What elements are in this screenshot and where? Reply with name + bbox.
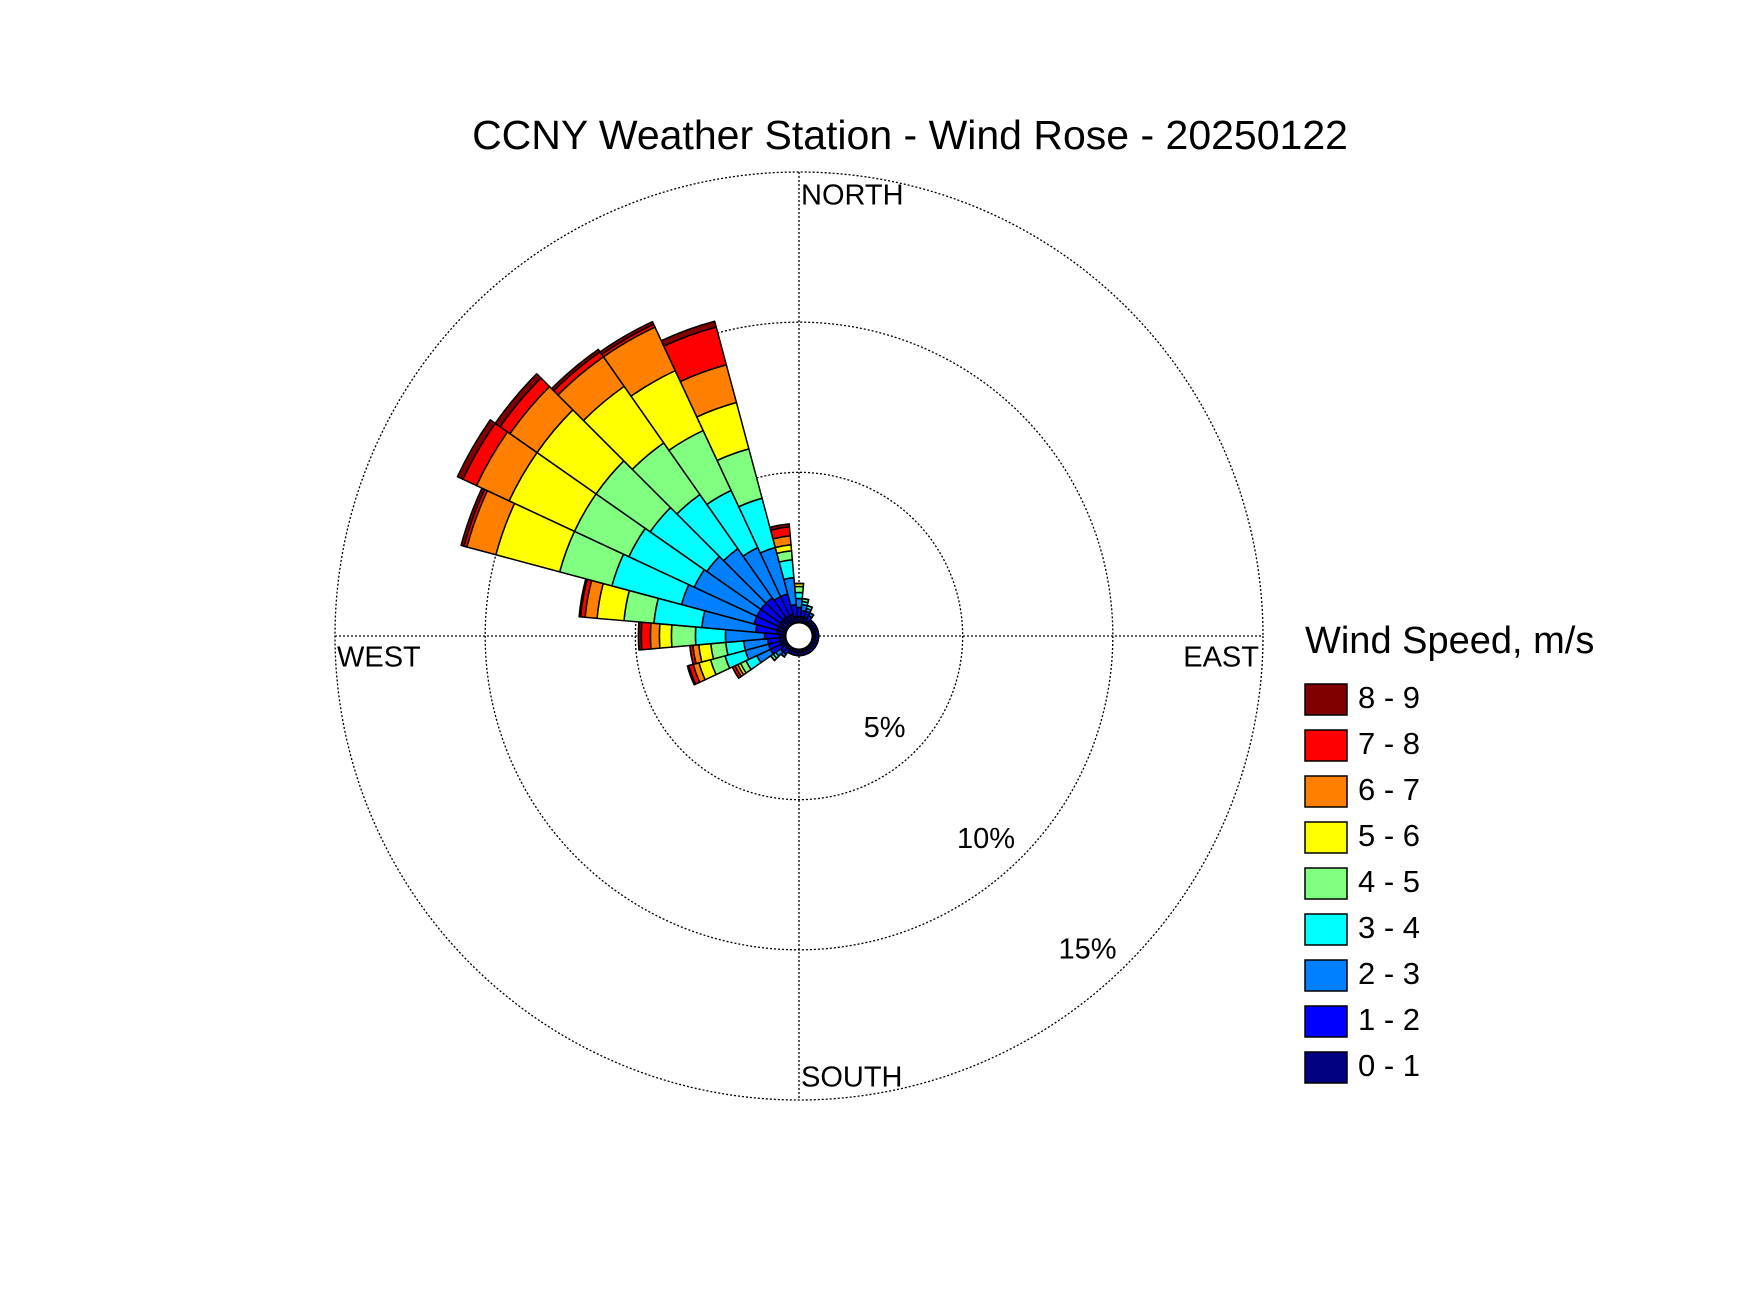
wedge-segment	[649, 622, 661, 650]
legend-swatch	[1304, 821, 1348, 854]
legend-label: 8 - 9	[1358, 680, 1420, 715]
ring-label: 15%	[1058, 933, 1116, 965]
wedge-segment	[809, 612, 815, 616]
legend-swatch	[1304, 683, 1348, 716]
legend-label: 2 - 3	[1358, 956, 1420, 991]
legend-label: 1 - 2	[1358, 1002, 1420, 1037]
direction-label: WEST	[337, 642, 421, 674]
legend-label: 0 - 1	[1358, 1048, 1420, 1083]
legend-label: 7 - 8	[1358, 726, 1420, 761]
wedge-segment	[806, 604, 814, 609]
wedge-segment	[793, 585, 805, 594]
grid-ring	[334, 171, 1264, 1101]
wedge-segment	[599, 320, 655, 356]
legend-swatch	[1304, 775, 1348, 808]
legend-swatch	[1304, 1005, 1348, 1038]
center-hole	[784, 621, 814, 651]
grid-ring	[484, 321, 1114, 951]
direction-label: NORTH	[801, 180, 904, 212]
wedge-segment	[494, 372, 542, 428]
legend-label: 6 - 7	[1358, 772, 1420, 807]
wedge-segment	[660, 320, 717, 347]
legend-swatch	[1304, 913, 1348, 946]
legend-label: 3 - 4	[1358, 910, 1420, 945]
wedge-segment	[670, 624, 697, 648]
wedge-segment	[769, 523, 791, 531]
wedge-segment	[637, 621, 643, 651]
legend-title: Wind Speed, m/s	[1305, 620, 1594, 662]
direction-label: SOUTH	[801, 1062, 903, 1094]
wedge-segment	[801, 597, 810, 601]
wedges	[456, 320, 820, 686]
legend-swatch	[1304, 1051, 1348, 1084]
grid-ring	[634, 471, 964, 801]
chart-title: CCNY Weather Station - Wind Rose - 20250…	[472, 112, 1348, 158]
wedge-segment	[658, 623, 673, 649]
legend-label: 4 - 5	[1358, 864, 1420, 899]
ring-label: 10%	[957, 823, 1015, 855]
wedge-segment	[640, 621, 652, 651]
legend-swatch	[1304, 867, 1348, 900]
legend-swatch	[1304, 729, 1348, 762]
legend-swatch	[1304, 959, 1348, 992]
direction-label: EAST	[1183, 642, 1259, 674]
legend-label: 5 - 6	[1358, 818, 1420, 853]
ring-label: 5%	[864, 712, 906, 744]
wedge-segment	[686, 664, 697, 686]
